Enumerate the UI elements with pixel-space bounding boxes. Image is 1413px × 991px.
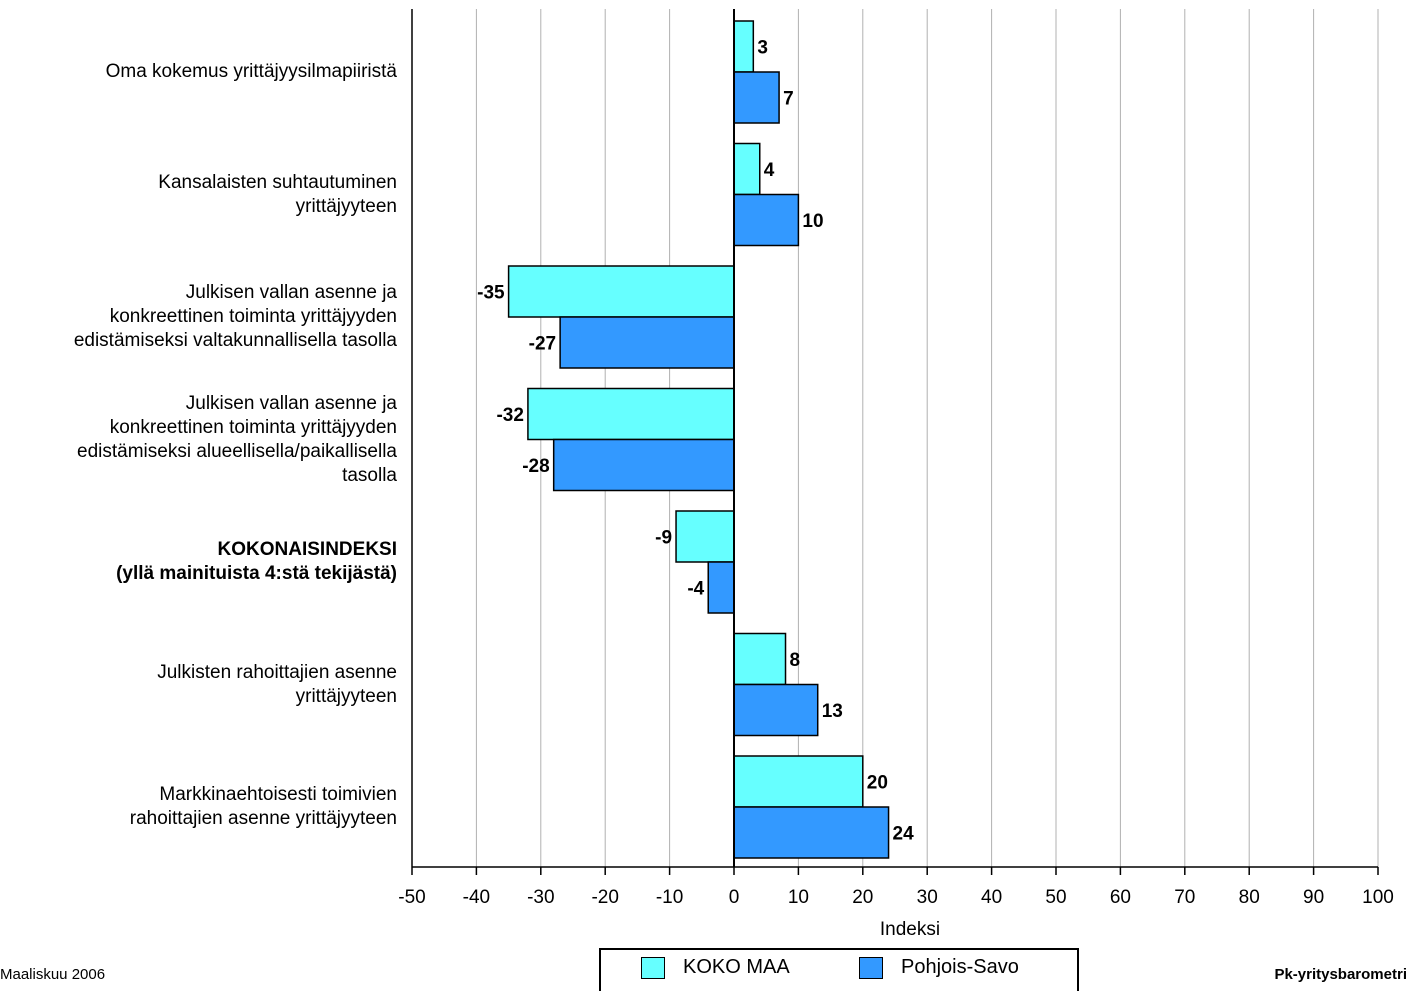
category-label-line: tasolla: [342, 464, 397, 486]
data-label: 7: [783, 89, 794, 110]
x-axis-title: Indeksi: [880, 919, 940, 940]
category-label-line: Kansalaisten suhtautuminen: [158, 171, 397, 193]
bar: [552, 438, 735, 492]
category-label-line: Julkisen vallan asenne ja: [185, 282, 397, 303]
x-tick-label: 60: [1110, 887, 1131, 908]
bar: [733, 193, 800, 247]
data-label: 10: [802, 211, 823, 232]
category-label-line: Julkisen vallan asenne ja: [185, 392, 397, 414]
data-label: -27: [529, 334, 556, 355]
x-tick-label: 100: [1362, 887, 1394, 908]
data-label: 8: [790, 650, 801, 671]
category-label: Markkinaehtoisesti toimivien rahoittajien…: [0, 783, 397, 831]
footer-source: Pk-yritysbarometri: [1274, 966, 1407, 983]
category-label-line: edistämiseksi valtakunnallisella tasolla: [73, 330, 397, 351]
category-label-line: yrittäjyyteen: [295, 195, 397, 217]
bar: [675, 510, 735, 563]
category-label: Julkisen vallan asenne ja konkreettinen t…: [0, 392, 397, 488]
legend: KOKO MAA Pohjois-Savo: [599, 948, 1079, 991]
category-label: Julkisten rahoittajien asenne yrittäjyyte…: [0, 661, 397, 709]
x-tick-label: 90: [1303, 887, 1324, 908]
bar: [733, 142, 761, 196]
data-label: -4: [687, 579, 704, 600]
category-label-line: Oma kokemus yrittäjyysilmapiiristä: [105, 61, 397, 82]
legend-item-koko-maa: KOKO MAA: [641, 956, 790, 979]
data-label: 3: [757, 38, 768, 59]
bar: [733, 632, 787, 686]
data-label: 20: [867, 773, 888, 794]
bar: [707, 561, 735, 614]
x-tick-label: 30: [917, 887, 938, 908]
bar: [733, 20, 755, 73]
bar: [733, 71, 780, 124]
category-label-line: Julkisten rahoittajien asenne: [157, 661, 397, 683]
data-label: 24: [893, 824, 915, 845]
category-label-line: edistämiseksi alueellisella/paikallisell…: [77, 440, 397, 462]
x-tick-label: -30: [527, 887, 554, 908]
x-tick-label: 0: [729, 887, 740, 908]
legend-swatch-koko-maa: [641, 956, 665, 979]
x-tick-label: 80: [1239, 887, 1260, 908]
bar: [527, 387, 735, 441]
legend-item-pohjois-savo: Pohjois-Savo: [859, 956, 1019, 979]
bar: [733, 755, 864, 808]
x-tick-label: 70: [1174, 887, 1195, 908]
data-label: 4: [764, 160, 775, 181]
data-label: -32: [496, 405, 523, 426]
x-tick-label: 40: [981, 887, 1002, 908]
legend-swatch-pohjois-savo: [859, 956, 883, 979]
category-label-line: KOKONAISINDEKSI: [217, 539, 397, 560]
category-label: KOKONAISINDEKSI (yllä mainituista 4:stä t…: [0, 538, 397, 586]
category-label-line: Markkinaehtoisesti toimivien: [159, 784, 397, 805]
bar: [733, 683, 819, 737]
data-label: -28: [522, 456, 549, 477]
x-tick-label: -10: [656, 887, 683, 908]
bar: [507, 265, 735, 318]
bar: [733, 806, 890, 859]
category-label-line: yrittäjyyteen: [295, 685, 397, 707]
legend-label-koko-maa: KOKO MAA: [683, 956, 790, 978]
bar: [559, 316, 735, 369]
x-tick-label: 10: [788, 887, 809, 908]
category-label: Oma kokemus yrittäjyysilmapiiristä: [0, 60, 397, 84]
legend-label-pohjois-savo: Pohjois-Savo: [901, 956, 1019, 978]
x-tick-label: 20: [852, 887, 873, 908]
category-label-line: konkreettinen toiminta yrittäjyyden: [109, 306, 397, 327]
x-tick-label: -20: [591, 887, 618, 908]
x-tick-label: -50: [398, 887, 425, 908]
category-label-line: konkreettinen toiminta yrittäjyyden: [109, 416, 397, 438]
category-label-line: (yllä mainituista 4:stä tekijästä): [116, 563, 397, 584]
data-label: -35: [477, 283, 505, 304]
footer-date: Maaliskuu 2006: [0, 966, 106, 983]
data-label: -9: [655, 528, 672, 549]
category-label: Julkisen vallan asenne ja konkreettinen t…: [0, 281, 397, 353]
data-label: 13: [822, 701, 843, 722]
x-tick-label: 50: [1045, 887, 1066, 908]
x-tick-label: -40: [463, 887, 490, 908]
category-label-line: rahoittajien asenne yrittäjyyteen: [129, 808, 397, 829]
category-label: Kansalaisten suhtautuminen yrittäjyyteen: [0, 171, 397, 219]
